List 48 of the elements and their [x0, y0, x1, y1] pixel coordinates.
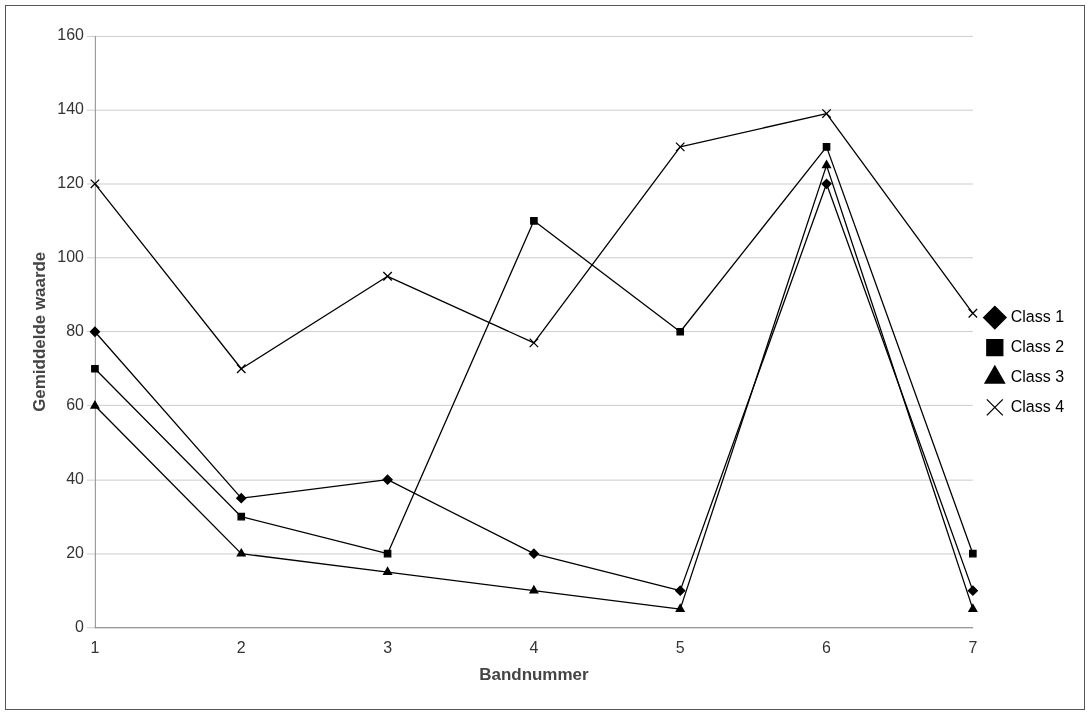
y-tick-label: 140 — [57, 100, 85, 118]
y-tick-label: 40 — [66, 470, 85, 488]
y-tick-label: 100 — [57, 248, 85, 266]
point — [967, 308, 978, 319]
legend-label: Class 4 — [1010, 397, 1065, 415]
x-tick-label: 1 — [90, 638, 100, 656]
point — [821, 178, 832, 189]
legend-label: Class 1 — [1010, 308, 1065, 326]
legend-label: Class 2 — [1010, 337, 1065, 355]
point — [529, 337, 539, 348]
point — [675, 604, 685, 613]
point — [529, 585, 539, 594]
y-tick-label: 0 — [75, 618, 85, 636]
point — [90, 400, 100, 409]
x-tick-label: 4 — [529, 638, 539, 656]
y-tick-label: 160 — [57, 26, 85, 44]
x-tick-label: 2 — [236, 638, 246, 656]
x-tick-label: 5 — [675, 638, 685, 656]
point — [821, 108, 832, 119]
point — [91, 364, 99, 373]
x-tick-label: 3 — [383, 638, 393, 656]
point — [822, 143, 831, 151]
point — [382, 474, 393, 485]
point — [90, 178, 100, 189]
point — [383, 567, 393, 576]
x-tick-label: 6 — [822, 638, 832, 656]
point — [236, 363, 247, 374]
point — [676, 327, 685, 336]
y-tick-label: 60 — [66, 396, 85, 414]
point — [530, 217, 538, 225]
legend-label: Class 3 — [1010, 367, 1065, 385]
x-axis-title: Bandnummer — [479, 664, 589, 684]
point — [969, 549, 977, 558]
point — [382, 271, 393, 282]
point — [968, 604, 978, 613]
y-axis-title: Gemiddelde waarde — [29, 251, 49, 412]
point — [675, 141, 686, 152]
y-tick-label: 120 — [57, 174, 85, 192]
y-tick-label: 20 — [66, 544, 85, 562]
point — [237, 512, 246, 521]
x-tick-label: 7 — [968, 638, 978, 656]
point — [967, 585, 978, 596]
point — [675, 585, 686, 596]
point — [821, 160, 832, 169]
point — [236, 548, 246, 557]
point — [528, 548, 540, 559]
point — [236, 493, 247, 504]
y-tick-label: 80 — [66, 322, 85, 340]
